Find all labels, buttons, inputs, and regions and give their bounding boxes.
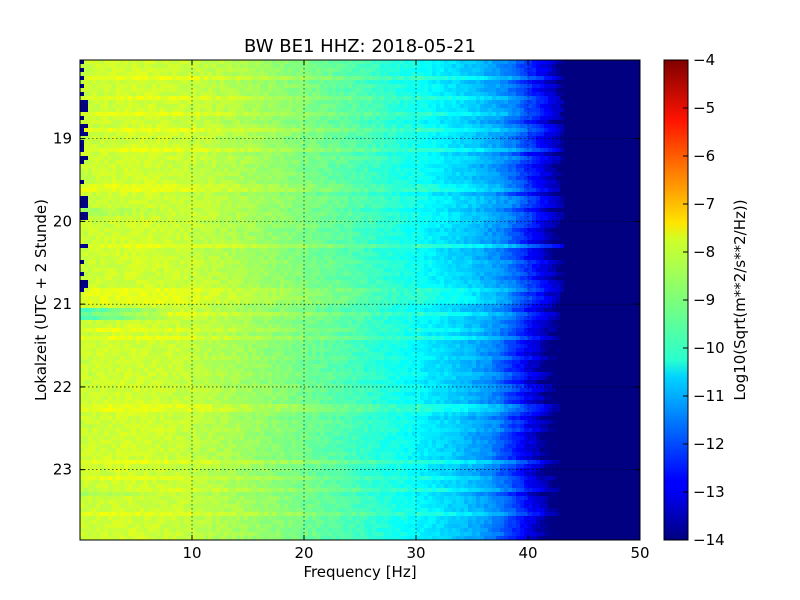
x-tick-label: 40 (518, 544, 537, 562)
y-axis: 19 20 21 22 23 (53, 130, 640, 479)
colorbar-tick-label: −7 (693, 195, 715, 213)
colorbar-label: Log10(Sqrt(m**2/s**2/Hz)) (731, 199, 749, 400)
x-tick-label: 20 (294, 544, 313, 562)
x-axis: 10 20 30 40 50 (182, 60, 650, 562)
y-tick-label: 22 (53, 378, 72, 396)
colorbar-tick-label: −9 (693, 291, 715, 309)
colorbar-tick-label: −5 (693, 99, 715, 117)
colorbar-tick-label: −14 (693, 531, 725, 549)
colorbar-tick-label: −10 (693, 339, 725, 357)
x-tick-label: 50 (630, 544, 649, 562)
x-tick-label: 30 (406, 544, 425, 562)
x-tick-label: 10 (182, 544, 201, 562)
colorbar-tick-label: −13 (693, 483, 725, 501)
colorbar-tick-label: −4 (693, 51, 715, 69)
x-axis-label: Frequency [Hz] (303, 563, 416, 581)
heatmap (80, 60, 640, 540)
y-tick-label: 21 (53, 295, 72, 313)
y-tick-label: 19 (53, 130, 72, 148)
colorbar-tick-label: −6 (693, 147, 715, 165)
colorbar-tick-label: −12 (693, 435, 725, 453)
y-axis-label: Lokalzeit (UTC + 2 Stunde) (32, 199, 50, 401)
y-tick-label: 23 (53, 461, 72, 479)
colorbar-tick-label: −8 (693, 243, 715, 261)
plot-frame (79, 59, 641, 541)
colorbar-axis: −4 −5 −6 −7 −8 −9 −10 −11 −12 −13 −14 (683, 51, 725, 549)
y-tick-label: 20 (53, 212, 72, 230)
colorbar-tick-label: −11 (693, 387, 725, 405)
chart-title: BW BE1 HHZ: 2018-05-21 (244, 36, 476, 57)
gridlines (80, 60, 640, 540)
